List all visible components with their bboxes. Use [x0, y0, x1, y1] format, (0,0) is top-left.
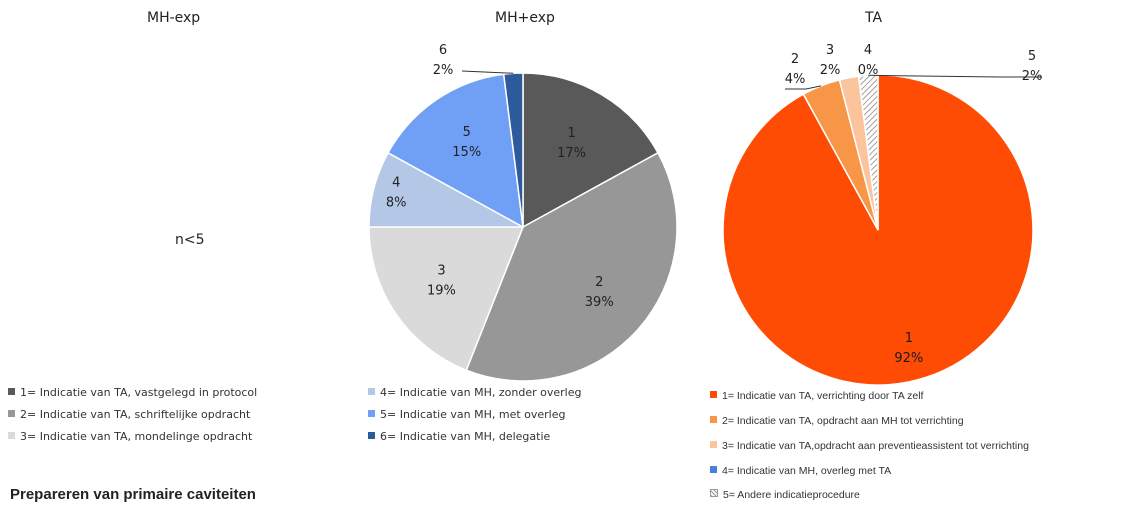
legend-item-3: 3= Indicatie van TA,opdracht aan prevent… [710, 440, 1029, 452]
slice-value-1: 92% [894, 351, 923, 366]
legend-item-1: 1= Indicatie van TA, vastgelegd in proto… [8, 386, 257, 399]
slice-label-3: 3 [826, 43, 834, 58]
legend-label: 3= Indicatie van TA,opdracht aan prevent… [722, 440, 1029, 452]
pie-slice-5 [387, 73, 524, 229]
slice-label-1: 1 [905, 331, 913, 346]
slice-label-4: 4 [864, 43, 872, 58]
legend-swatch [368, 388, 375, 395]
legend-item-2: 2= Indicatie van TA, opdracht aan MH tot… [710, 415, 964, 427]
slice-label-3: 3 [437, 263, 445, 278]
legend-item-3: 3= Indicatie van TA, mondelinge opdracht [8, 430, 252, 443]
legend-label: 6= Indicatie van MH, delegatie [380, 430, 551, 443]
slice-label-4: 4 [392, 175, 400, 190]
slice-value-5: 15% [452, 145, 481, 160]
section-heading: Prepareren van primaire caviteiten [10, 486, 256, 503]
slice-value-3: 19% [427, 283, 456, 298]
panel-title-ta: TA [865, 10, 883, 26]
legend-swatch [710, 441, 717, 448]
legend-label: 2= Indicatie van TA, opdracht aan MH tot… [722, 415, 964, 427]
slice-label-2: 2 [595, 275, 603, 290]
slice-label-6: 6 [439, 43, 447, 58]
legend-swatch [8, 432, 15, 439]
legend-item-5: 5= Andere indicatieprocedure [710, 489, 860, 501]
legend-swatch [710, 391, 717, 398]
slice-label-5: 5 [463, 125, 471, 140]
pie-charts: 1 17% 2 39% 3 19% 4 8% 5 15% 6 2% 1 92% 2 4% 3 2% 4 0% 5 2% [368, 43, 1043, 386]
legend-ta: 1= Indicatie van TA, verrichting door TA… [710, 390, 1120, 505]
sample-size-note: n<5 [175, 232, 205, 248]
slice-value-2: 39% [585, 295, 614, 310]
legend-label: 5= Indicatie van MH, met overleg [380, 408, 566, 421]
legend-swatch [710, 416, 717, 423]
slice-value-1: 17% [557, 146, 586, 161]
legend-swatch [710, 466, 717, 473]
panel-title-mh-exp: MH-exp [147, 10, 201, 26]
legend-label: 4= Indicatie van MH, overleg met TA [722, 465, 892, 477]
legend-swatch [710, 489, 718, 497]
legend-item-2: 2= Indicatie van TA, schriftelijke opdra… [8, 408, 250, 421]
legend-swatch [368, 432, 375, 439]
slice-value-4: 0% [858, 63, 879, 78]
legend-item-5: 5= Indicatie van MH, met overleg [368, 408, 566, 421]
leader-line-6 [461, 70, 514, 74]
pie-slice-3 [368, 226, 525, 372]
legend-swatch [368, 410, 375, 417]
slice-value-3: 2% [820, 63, 841, 78]
legend-label: 5= Andere indicatieprocedure [723, 489, 860, 501]
legend-label: 2= Indicatie van TA, schriftelijke opdra… [20, 408, 251, 421]
legend-label: 1= Indicatie van TA, verrichting door TA… [722, 390, 924, 402]
pie-slice-6 [502, 72, 524, 228]
slice-value-6: 2% [433, 63, 454, 78]
legend-swatch [8, 410, 15, 417]
legend-label: 4= Indicatie van MH, zonder overleg [380, 386, 582, 399]
panel-title-mh-plus-exp: MH+exp [495, 10, 555, 26]
legend-item-4: 4= Indicatie van MH, overleg met TA [710, 465, 891, 477]
legend-item-4: 4= Indicatie van MH, zonder overleg [368, 386, 581, 399]
slice-value-4: 8% [386, 195, 407, 210]
leader-line-2 [785, 85, 822, 90]
legend-mh-plus-exp: 1= Indicatie van TA, vastgelegd in proto… [8, 386, 698, 466]
pie-slice-2 [465, 151, 678, 382]
legend-label: 3= Indicatie van TA, mondelinge opdracht [20, 430, 253, 443]
legend-item-6: 6= Indicatie van MH, delegatie [368, 430, 550, 443]
legend-label: 1= Indicatie van TA, vastgelegd in proto… [20, 386, 258, 399]
slice-label-5: 5 [1028, 49, 1036, 64]
slice-value-5: 2% [1022, 69, 1043, 84]
leader-line-5 [868, 74, 1042, 78]
slice-label-1: 1 [567, 126, 575, 141]
slice-label-2: 2 [791, 52, 799, 67]
legend-swatch [8, 388, 15, 395]
pie-slice-1 [522, 72, 659, 229]
legend-item-1: 1= Indicatie van TA, verrichting door TA… [710, 390, 923, 402]
slice-value-2: 4% [785, 72, 806, 87]
